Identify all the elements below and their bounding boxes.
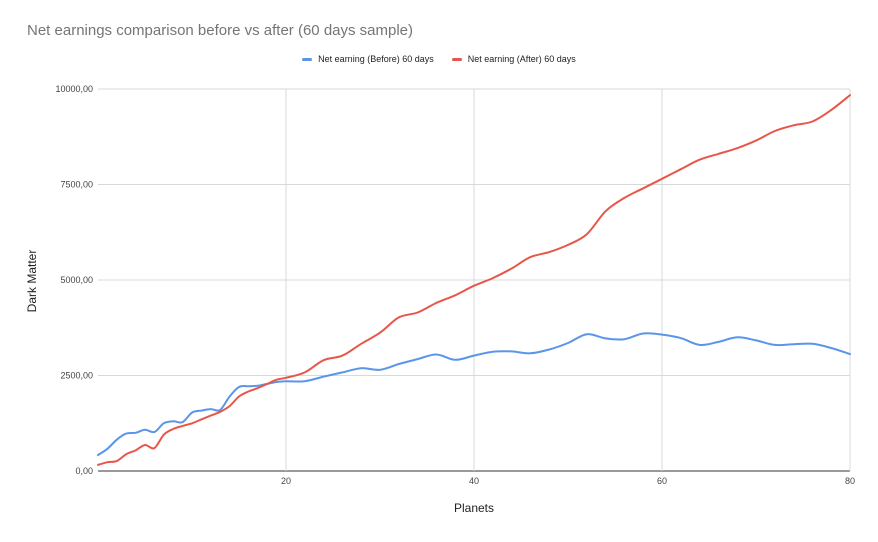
x-axis-title: Planets <box>454 501 494 515</box>
y-tick-label: 2500,00 <box>60 371 93 381</box>
y-tick-label: 0,00 <box>75 466 93 476</box>
series-line-after[interactable] <box>97 94 851 466</box>
y-tick-label: 5000,00 <box>60 275 93 285</box>
x-tick-label: 40 <box>469 476 479 486</box>
chart-title: Net earnings comparison before vs after … <box>27 22 414 39</box>
legend-item-before[interactable]: Net earning (Before) 60 days <box>302 54 434 64</box>
x-tick-label: 20 <box>281 476 291 486</box>
legend-swatch-before <box>302 57 313 61</box>
x-tick-label: 60 <box>657 476 667 486</box>
chart-legend: Net earning (Before) 60 days Net earning… <box>0 54 878 64</box>
series-line-before[interactable] <box>97 332 851 456</box>
legend-label-before: Net earning (Before) 60 days <box>318 54 434 64</box>
legend-item-after[interactable]: Net earning (After) 60 days <box>451 54 576 64</box>
y-tick-label: 10000,00 <box>55 84 93 94</box>
y-axis-ticks: 0,00 2500,00 5000,00 7500,00 10000,00 <box>55 84 93 476</box>
y-tick-label: 7500,00 <box>60 180 93 190</box>
y-axis-title: Dark Matter <box>25 250 39 313</box>
series-lines <box>97 94 851 466</box>
legend-label-after: Net earning (After) 60 days <box>467 54 576 64</box>
legend-swatch-after <box>451 57 462 61</box>
x-axis-ticks: 20 40 60 80 <box>281 476 855 486</box>
x-tick-label: 80 <box>845 476 855 486</box>
gridlines <box>98 88 851 472</box>
